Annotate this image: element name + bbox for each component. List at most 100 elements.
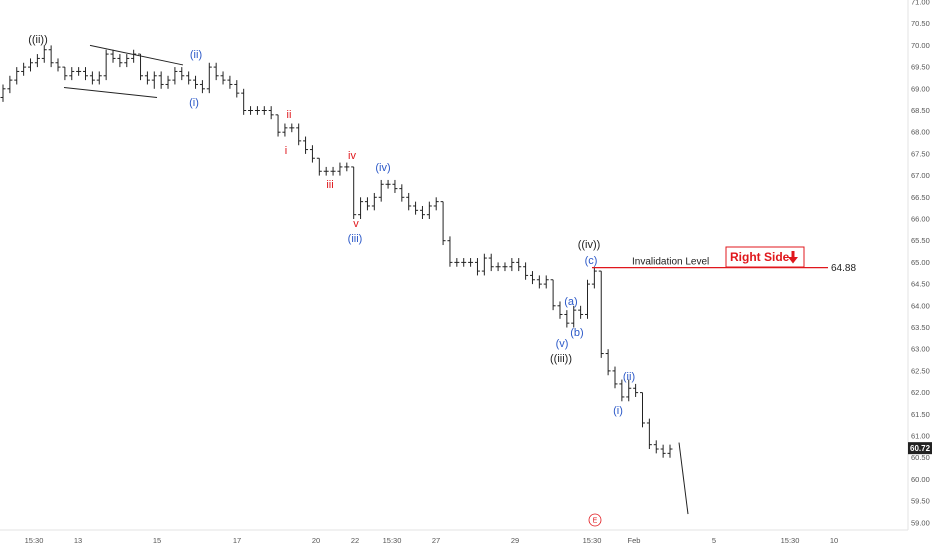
x-tick-label: 15:30 bbox=[383, 536, 402, 545]
ohlc-bar bbox=[523, 262, 529, 280]
y-tick-label: 68.50 bbox=[911, 106, 930, 115]
ohlc-bar bbox=[248, 106, 254, 115]
projection-line bbox=[678, 442, 689, 515]
wave-label: (a) bbox=[564, 296, 577, 308]
ohlc-bar bbox=[591, 266, 597, 289]
x-tick-label: 20 bbox=[312, 536, 320, 545]
y-tick-label: 64.50 bbox=[911, 280, 930, 289]
ohlc-bar bbox=[179, 67, 185, 81]
wave-label: ((iii)) bbox=[550, 353, 572, 365]
price-axis: 59.00 59.50 60.00 60.50 61.00 61.50 62.00 62.50… bbox=[907, 0, 930, 530]
right-side-badge-label: Right Side bbox=[730, 250, 790, 264]
ohlc-bar bbox=[268, 106, 274, 120]
ohlc-bar bbox=[419, 205, 425, 219]
ohlc-bar bbox=[241, 88, 247, 115]
ohlc-bar bbox=[138, 53, 144, 81]
ohlc-bar bbox=[571, 305, 577, 328]
y-tick-label: 62.00 bbox=[911, 388, 930, 397]
projection-segment bbox=[678, 442, 689, 515]
wave-label: (c) bbox=[585, 255, 598, 267]
ohlc-bar bbox=[206, 62, 212, 94]
ohlc-bar bbox=[502, 262, 508, 272]
ohlc-bar bbox=[227, 75, 233, 89]
y-tick-label: 59.00 bbox=[911, 518, 930, 527]
y-tick-label: 61.00 bbox=[911, 432, 930, 441]
ohlc-bar bbox=[605, 349, 611, 376]
wave-label: ((ii)) bbox=[28, 34, 48, 46]
ohlc-bar bbox=[110, 49, 116, 63]
ohlc-bar bbox=[34, 54, 40, 68]
wave-label: (v) bbox=[556, 338, 569, 350]
ohlc-bar bbox=[557, 301, 563, 319]
ohlc-bar bbox=[406, 192, 412, 211]
wave-label: ii bbox=[287, 109, 292, 121]
ohlc-bar bbox=[165, 75, 171, 89]
ohlc-bar bbox=[584, 279, 590, 319]
ohlc-bar bbox=[330, 166, 336, 176]
ohlc-bar bbox=[364, 197, 370, 211]
ohlc-bar bbox=[172, 67, 178, 85]
ohlc-bar bbox=[21, 62, 27, 76]
channel-lower-line bbox=[63, 87, 158, 98]
invalidation-label: Invalidation Level bbox=[632, 257, 709, 268]
y-tick-label: 70.50 bbox=[911, 19, 930, 28]
ohlc-bar bbox=[536, 275, 542, 289]
last-price-tag: 60.72 bbox=[908, 442, 932, 455]
y-tick-label: 66.50 bbox=[911, 193, 930, 202]
ohlc-bar bbox=[639, 392, 645, 428]
event-marker: E bbox=[588, 513, 602, 527]
x-tick-label: 13 bbox=[74, 536, 82, 545]
ohlc-bar bbox=[399, 184, 405, 202]
wave-label: (b) bbox=[570, 327, 583, 339]
ohlc-bar bbox=[55, 58, 61, 72]
ohlc-bar bbox=[550, 279, 556, 311]
ohlc-bar bbox=[213, 62, 219, 81]
last-price-value: 60.72 bbox=[910, 444, 931, 453]
ohlc-bar bbox=[254, 106, 260, 115]
ohlc-bar bbox=[667, 444, 673, 458]
ohlc-bar bbox=[117, 54, 123, 68]
y-tick-label: 67.00 bbox=[911, 171, 930, 180]
wave-label: v bbox=[353, 218, 359, 230]
y-tick-label: 65.00 bbox=[911, 258, 930, 267]
ohlc-bar bbox=[96, 71, 102, 85]
last-price-tag-box bbox=[908, 442, 932, 455]
down-arrow-icon bbox=[788, 251, 798, 264]
ohlc-bar bbox=[261, 106, 267, 115]
triangle-channel-lines bbox=[63, 44, 184, 98]
y-tick-label: 59.50 bbox=[911, 497, 930, 506]
x-tick-label: 10 bbox=[830, 536, 838, 545]
ohlc-bar bbox=[344, 162, 350, 172]
ohlc-bar bbox=[337, 162, 343, 176]
y-tick-label: 65.50 bbox=[911, 236, 930, 245]
y-tick-label: 66.00 bbox=[911, 215, 930, 224]
ohlc-bar bbox=[433, 197, 439, 211]
right-side-badge: Right Side bbox=[725, 246, 805, 268]
y-tick-label: 67.50 bbox=[911, 149, 930, 158]
ohlc-bar bbox=[516, 258, 522, 272]
wave-label: (iii) bbox=[348, 233, 363, 245]
ohlc-bar bbox=[351, 166, 357, 219]
ohlc-bar bbox=[440, 201, 446, 246]
ohlc-bar bbox=[103, 49, 109, 81]
ohlc-bar bbox=[83, 67, 89, 81]
ohlc-bar bbox=[186, 71, 192, 85]
ohlc-bar bbox=[144, 71, 150, 85]
ohlc-bar bbox=[323, 166, 329, 176]
ohlc-bar bbox=[509, 258, 515, 272]
ohlc-bar bbox=[633, 383, 639, 397]
ohlc-bar bbox=[199, 80, 205, 94]
ohlc-bar bbox=[275, 114, 281, 137]
y-tick-label: 60.50 bbox=[911, 453, 930, 462]
ohlc-bar bbox=[371, 192, 377, 211]
wave-label: (iv) bbox=[375, 162, 390, 174]
ohlc-bar bbox=[48, 45, 54, 68]
ohlc-bar bbox=[619, 379, 625, 402]
x-tick-label: 5 bbox=[712, 536, 716, 545]
y-tick-label: 69.50 bbox=[911, 63, 930, 72]
ohlc-bar bbox=[468, 258, 474, 267]
y-tick-label: 64.00 bbox=[911, 301, 930, 310]
ohlc-bar bbox=[447, 236, 453, 267]
ohlc-bar bbox=[158, 71, 164, 89]
ohlc-bar bbox=[578, 305, 584, 319]
